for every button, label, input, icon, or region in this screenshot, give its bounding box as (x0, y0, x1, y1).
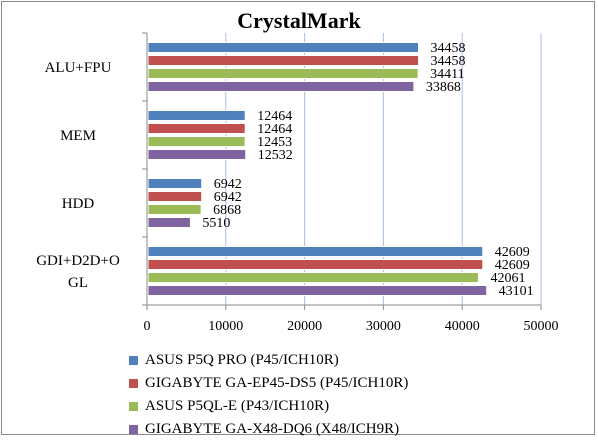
data-label: 34458 (431, 54, 466, 69)
x-tick-label: 30000 (366, 319, 401, 334)
bar (147, 259, 484, 270)
data-label: 6942 (214, 190, 242, 205)
legend-item: ASUS P5Q PRO (P45/ICH10R) (129, 349, 408, 372)
data-label: 34411 (430, 67, 464, 82)
data-label: 12532 (258, 148, 293, 163)
chart-title: CrystalMark (237, 8, 361, 33)
bar (147, 110, 246, 121)
legend-label: GIGABYTE GA-X48-DQ6 (X48/ICH9R) (145, 421, 400, 437)
data-label: 42061 (490, 271, 525, 286)
legend-swatch (129, 402, 138, 411)
legend-swatch (129, 379, 138, 388)
legend-label: GIGABYTE GA-EP45-DS5 (P45/ICH10R) (145, 375, 409, 391)
bar (147, 42, 420, 53)
bar (147, 246, 484, 257)
bar (147, 149, 247, 160)
legend-item: ASUS P5QL-E (P43/ICH10R) (129, 395, 408, 418)
bar (147, 178, 203, 189)
chart-legend: ASUS P5Q PRO (P45/ICH10R) GIGABYTE GA-EP… (129, 349, 408, 441)
x-tick-label: 10000 (208, 319, 243, 334)
data-label: 12464 (257, 122, 292, 137)
category-label: GL (68, 275, 88, 291)
category-label: GDI+D2D+O (36, 253, 120, 269)
data-label: 12464 (257, 109, 292, 124)
bar (147, 136, 246, 147)
bar (147, 81, 415, 92)
legend-item: GIGABYTE GA-X48-DQ6 (X48/ICH9R) (129, 418, 408, 441)
bar (147, 191, 203, 202)
x-tick-label: 50000 (524, 319, 559, 334)
legend-label: ASUS P5QL-E (P43/ICH10R) (145, 398, 330, 414)
data-label: 6868 (213, 203, 241, 218)
legend-swatch (129, 356, 138, 365)
bar (147, 68, 419, 79)
data-label: 34458 (431, 41, 466, 56)
data-label: 12453 (257, 135, 292, 150)
x-tick-label: 40000 (445, 319, 480, 334)
legend-item: GIGABYTE GA-EP45-DS5 (P45/ICH10R) (129, 372, 408, 395)
data-label: 42609 (495, 245, 530, 260)
x-tick-label: 20000 (287, 319, 322, 334)
legend-label: ASUS P5Q PRO (P45/ICH10R) (145, 352, 339, 368)
bar (147, 285, 488, 296)
legend-swatch (129, 425, 138, 434)
data-label: 5510 (202, 216, 230, 231)
category-label: ALU+FPU (45, 60, 112, 76)
category-label: HDD (62, 196, 95, 212)
data-label: 42609 (495, 258, 530, 273)
bar (147, 204, 202, 215)
data-label: 43101 (499, 284, 534, 299)
bar (147, 272, 479, 283)
bar (147, 123, 246, 134)
x-tick-label: 0 (144, 319, 151, 334)
category-label: MEM (60, 128, 96, 144)
data-label: 33868 (426, 80, 461, 95)
data-label: 6942 (214, 177, 242, 192)
bar (147, 55, 420, 66)
bar (147, 217, 191, 228)
